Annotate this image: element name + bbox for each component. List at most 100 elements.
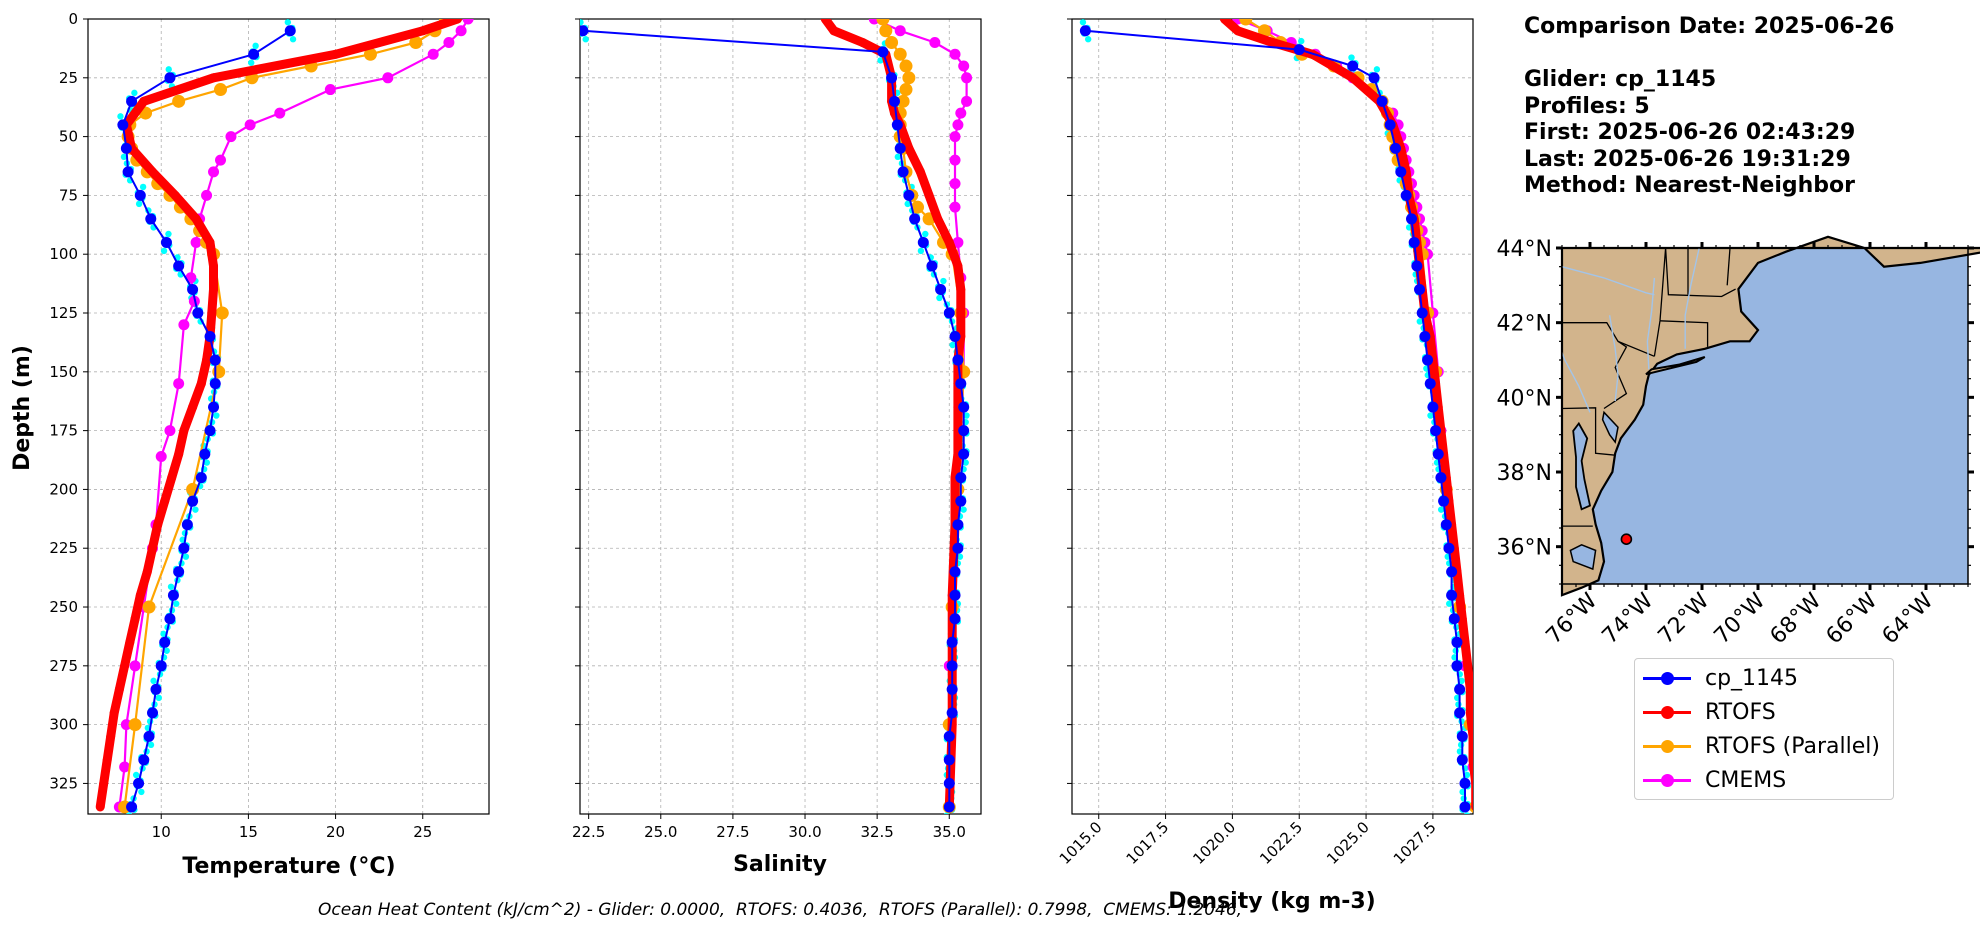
data-point-glider — [897, 166, 909, 178]
legend-swatch — [1643, 705, 1691, 719]
map-lon-label: 76°W — [1542, 588, 1603, 649]
data-point-glider — [192, 307, 204, 319]
y-tick-label: 75 — [59, 186, 78, 204]
data-point-glider — [949, 566, 961, 578]
y-tick-label: 325 — [49, 774, 78, 792]
data-point-cmems — [164, 425, 176, 437]
data-point-glider — [1446, 589, 1458, 601]
data-point-glider — [209, 378, 221, 390]
map-state-border — [1653, 320, 1661, 357]
glider-raw-point — [155, 694, 163, 702]
plot-area — [1079, 19, 1473, 814]
x-tick-label: 20 — [326, 823, 345, 841]
data-point-glider — [955, 495, 967, 507]
glider-raw-point — [1084, 36, 1092, 43]
data-point-glider — [1419, 331, 1431, 343]
data-point-glider — [1448, 613, 1460, 625]
data-point-glider — [926, 260, 938, 272]
x-tick-label: 27.5 — [716, 823, 749, 841]
series-glider — [1079, 25, 1471, 813]
data-point-parallel — [215, 306, 229, 320]
data-point-glider — [943, 730, 955, 742]
series-line-rtofs — [1221, 19, 1473, 807]
map-river — [1561, 352, 1591, 413]
series-glider — [117, 25, 296, 813]
y-tick-label: 100 — [49, 245, 78, 263]
data-point-rtofs — [209, 261, 219, 271]
data-point-glider — [1293, 44, 1305, 56]
glider-raw-point — [917, 247, 925, 255]
map-lat-label: 42°N — [1497, 312, 1552, 337]
data-point-glider — [958, 448, 970, 460]
y-tick-label: 0 — [68, 10, 78, 28]
data-point-rtofs — [109, 708, 119, 718]
glider-position-marker — [1620, 533, 1633, 546]
x-axis-label-salinity: Salinity — [733, 852, 827, 877]
glider-raw-point — [182, 553, 190, 560]
x-tick-label: 1020.0 — [1189, 818, 1239, 868]
x-tick-label: 25.0 — [644, 823, 677, 841]
legend-label: cp_1145 — [1705, 665, 1799, 691]
data-point-glider — [150, 683, 162, 695]
data-point-cmems — [178, 319, 190, 331]
glider-raw-point — [126, 812, 133, 814]
method: Method: Nearest-Neighbor — [1524, 173, 1855, 198]
data-point-glider — [117, 119, 129, 131]
data-point-cmems — [894, 25, 906, 37]
data-point-parallel — [876, 19, 890, 26]
comparison-date: Comparison Date: 2025-06-26 — [1524, 14, 1895, 39]
data-point-cmems — [244, 119, 256, 131]
data-point-rtofs — [418, 26, 428, 36]
data-point-cmems — [382, 72, 394, 84]
glider-raw-point — [167, 583, 175, 590]
x-tick-label: 1027.5 — [1390, 818, 1440, 868]
data-point-glider — [891, 119, 903, 131]
glider-raw-point — [139, 183, 147, 191]
data-point-glider — [1395, 166, 1407, 178]
data-point-parallel — [885, 36, 899, 50]
data-point-parallel — [212, 365, 226, 379]
data-point-glider — [1411, 260, 1423, 272]
map-lat-label: 40°N — [1497, 386, 1552, 411]
legend-item-parallel: RTOFS (Parallel) — [1643, 731, 1880, 761]
data-point-glider — [145, 213, 157, 225]
legend-swatch — [1643, 739, 1691, 753]
data-point-rtofs — [1468, 731, 1473, 741]
data-point-rtofs — [139, 96, 149, 106]
data-point-glider — [187, 495, 199, 507]
data-point-glider — [195, 472, 207, 484]
data-point-rtofs — [453, 19, 463, 24]
data-point-glider — [160, 236, 172, 248]
glider-raw-point — [956, 553, 964, 560]
data-point-cmems — [155, 450, 167, 462]
map-delaware-bay — [1601, 410, 1619, 444]
glider-raw-point — [160, 247, 168, 255]
data-point-glider — [917, 236, 929, 248]
first-time: First: 2025-06-26 02:43:29 — [1524, 120, 1856, 145]
data-point-rtofs — [904, 143, 914, 153]
glider-raw-point — [940, 277, 947, 285]
data-point-rtofs — [196, 379, 206, 389]
data-point-rtofs — [1455, 590, 1465, 600]
glider-raw-point — [580, 19, 584, 26]
data-point-cmems — [961, 95, 973, 107]
data-point-cmems — [955, 107, 967, 119]
data-point-rtofs — [188, 402, 198, 412]
series-glider — [580, 25, 970, 813]
map-river — [1561, 266, 1655, 296]
data-point-rtofs — [95, 802, 105, 812]
data-point-rtofs — [858, 38, 868, 48]
map-state-border — [1603, 340, 1628, 410]
data-point-cmems — [462, 19, 474, 25]
glider-raw-point — [248, 59, 255, 66]
data-point-glider — [888, 95, 900, 107]
data-point-rtofs — [209, 73, 219, 83]
legend-item-cmems: CMEMS — [1643, 765, 1786, 795]
data-point-rtofs — [160, 496, 170, 506]
data-point-cmems — [455, 25, 467, 37]
glider-raw-point — [1348, 54, 1355, 61]
data-point-rtofs — [205, 237, 215, 247]
data-point-glider — [1456, 730, 1468, 742]
